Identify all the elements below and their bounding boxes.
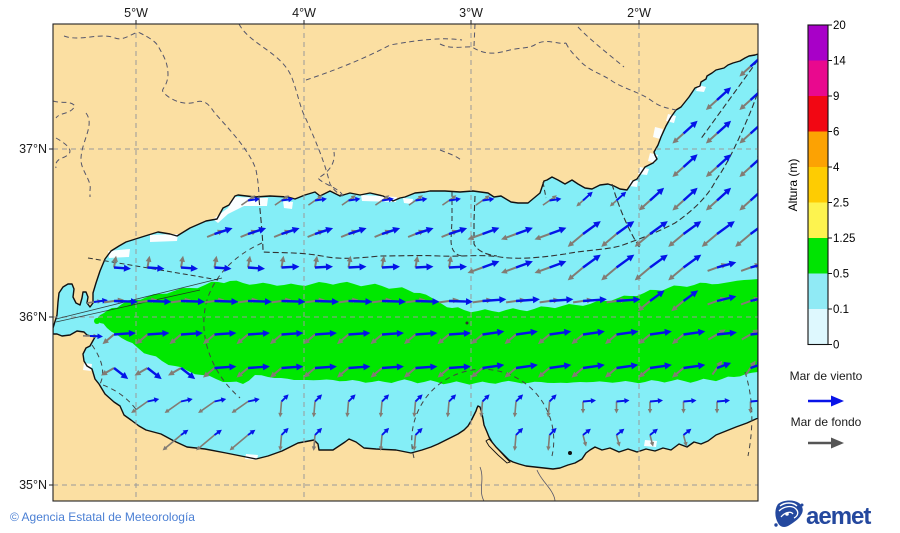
svg-text:4°W: 4°W — [292, 6, 316, 20]
svg-text:36°N: 36°N — [19, 310, 47, 324]
svg-text:3°W: 3°W — [459, 6, 483, 20]
svg-text:37°N: 37°N — [19, 142, 47, 156]
svg-text:14: 14 — [833, 56, 846, 68]
svg-text:20: 20 — [833, 20, 846, 32]
svg-text:aemet: aemet — [806, 503, 871, 530]
svg-text:5°W: 5°W — [124, 6, 148, 20]
svg-text:Mar de viento: Mar de viento — [790, 369, 863, 383]
svg-text:© Agencia Estatal de Meteorolo: © Agencia Estatal de Meteorología — [10, 510, 195, 524]
svg-text:0.1: 0.1 — [833, 304, 849, 316]
svg-text:4: 4 — [833, 162, 840, 174]
svg-text:Altura (m): Altura (m) — [786, 159, 800, 212]
svg-text:0.5: 0.5 — [833, 269, 849, 281]
svg-text:Mar de fondo: Mar de fondo — [791, 415, 862, 429]
svg-text:1.25: 1.25 — [833, 233, 855, 245]
svg-text:2°W: 2°W — [627, 6, 651, 20]
svg-text:2.5: 2.5 — [833, 198, 849, 210]
svg-text:9: 9 — [833, 91, 839, 103]
svg-text:6: 6 — [833, 127, 839, 139]
svg-text:35°N: 35°N — [19, 478, 47, 492]
svg-text:0: 0 — [833, 340, 839, 352]
